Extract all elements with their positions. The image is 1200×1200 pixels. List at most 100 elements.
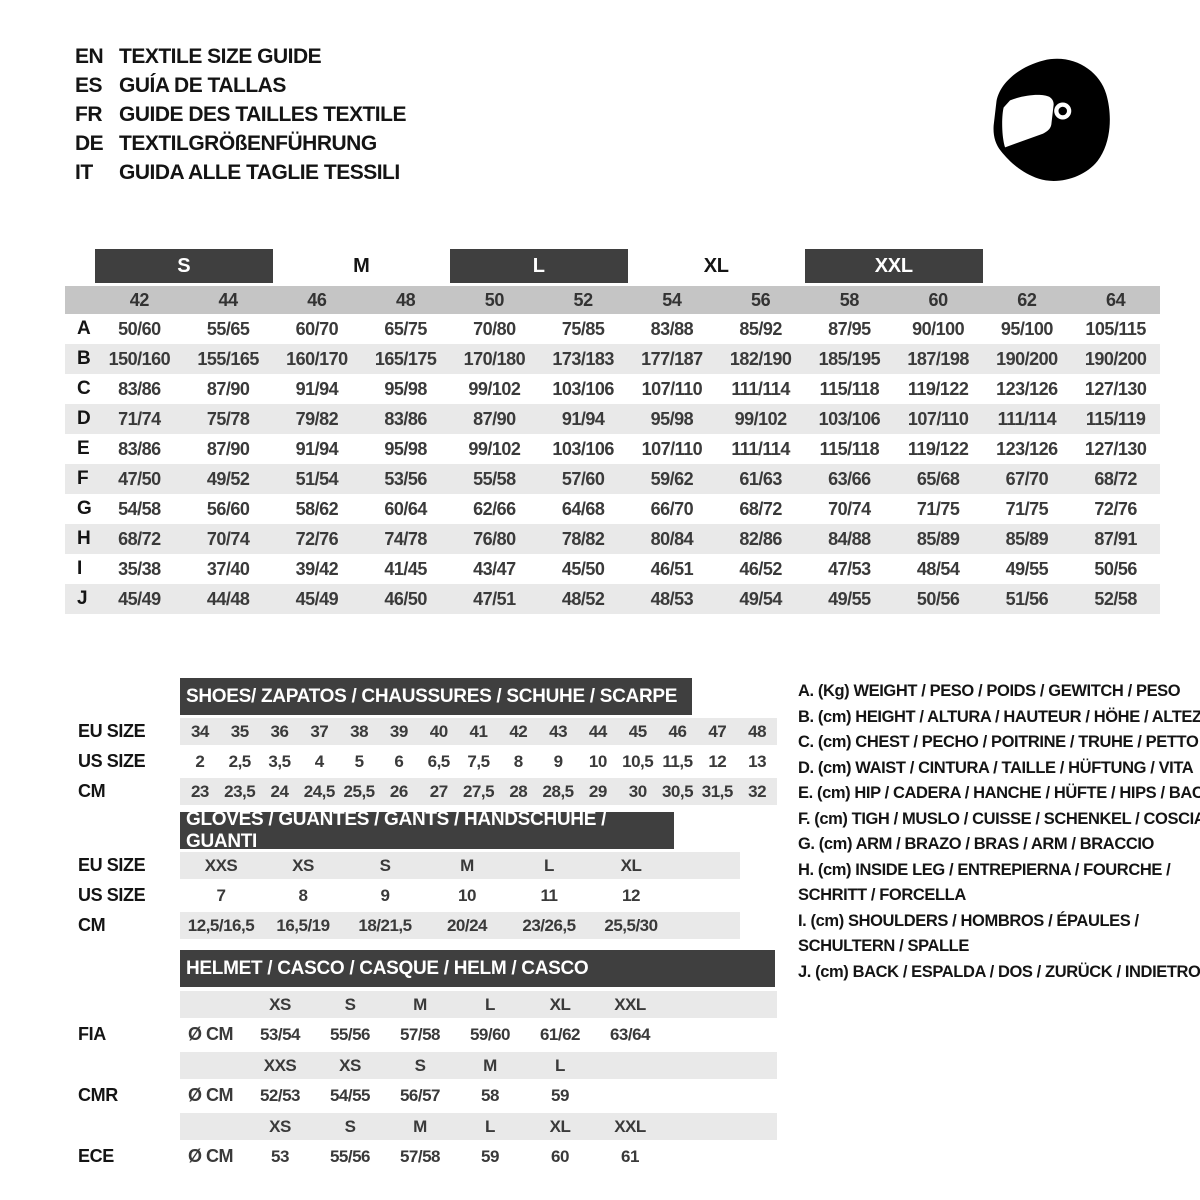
helmet-header-band: XS S M L XL XXL — [180, 1113, 777, 1140]
size-value: 24 — [270, 781, 289, 801]
measurement-value: 51/56 — [1005, 588, 1049, 609]
measurement-value: 173/183 — [552, 348, 614, 369]
measurement-value: 83/86 — [118, 438, 161, 459]
legend-line: G. (cm) ARM / BRAZO / BRAS / ARM / BRACC… — [798, 835, 1154, 853]
measurement-value: 72/76 — [295, 528, 339, 549]
measurement-row-label: H — [77, 528, 91, 549]
measurement-value: 52/58 — [1094, 588, 1137, 609]
size-row-band: 23 23,5 24 24,5 25,5 26 27 27,5 28 28,5 29 30 30,5 31… — [180, 778, 777, 805]
measurement-value: 37/40 — [206, 558, 250, 579]
measurement-value: 123/126 — [996, 438, 1058, 459]
measurement-value: 182/190 — [729, 348, 792, 369]
size-number: 62 — [1017, 289, 1037, 310]
size-row-band: 2 2,5 3,5 4 5 6 6,5 7,5 8 9 10 10,5 11,5 12 13 — [180, 748, 777, 775]
helmet-size-group: XS S M L XL XXL FIA Ø CM 53/54 55/56 57/58 59/60 61/… — [65, 991, 777, 1048]
measurement-value: 150/160 — [108, 348, 171, 369]
measurement-row: G 54/58 56/60 58/62 60/64 62/66 64/68 66/70 68/7… — [65, 494, 1160, 524]
size-number: 54 — [662, 289, 682, 310]
legend-line: C. (cm) CHEST / PECHO / POITRINE / TRUHE… — [798, 733, 1199, 751]
size-value: 25,5/30 — [604, 915, 658, 935]
measurement-row-label: A — [77, 318, 91, 339]
helmet-value-band: Ø CM 53/54 55/56 57/58 59/60 61/62 63/64 — [180, 1021, 777, 1048]
measurement-value: 54/58 — [118, 498, 161, 519]
measurement-value: 87/91 — [1094, 528, 1137, 549]
size-value: 36 — [270, 721, 289, 741]
legend-item: E. (cm) HIP / CADERA / HANCHE / HÜFTE / … — [798, 781, 1200, 807]
measurement-value: 39/42 — [295, 558, 339, 579]
measurement-value: 90/100 — [912, 318, 965, 339]
measurement-value: 76/80 — [473, 528, 516, 549]
helmet-size-value: 59/60 — [469, 1024, 511, 1044]
measurement-value: 49/55 — [1005, 558, 1049, 579]
size-value: 47 — [708, 721, 727, 741]
measurement-value: 49/54 — [739, 588, 782, 609]
measurement-row-label: I — [77, 558, 83, 579]
unit-spacer — [180, 1113, 245, 1140]
measurement-value: 107/110 — [641, 438, 703, 459]
measurement-row: J 45/49 44/48 45/49 46/50 47/51 48/52 48/53 49/5… — [65, 584, 1160, 614]
measurement-value: 59/62 — [650, 468, 694, 489]
size-row-label: US SIZE — [78, 885, 146, 905]
size-value: 44 — [588, 721, 607, 741]
helmet-size-group: XS S M L XL XXL ECE Ø CM 53 55/56 57/58 59 60 61 — [65, 1113, 777, 1170]
size-value: 38 — [350, 721, 369, 741]
size-value: 16,5/19 — [276, 915, 330, 935]
measurement-value: 58/62 — [295, 498, 339, 519]
legend-item: I. (cm) SHOULDERS / HOMBROS / ÉPAULES / S… — [798, 909, 1186, 960]
measurement-value: 107/110 — [641, 378, 703, 399]
helmet-header-spacer — [65, 991, 180, 1018]
size-value: 23/26,5 — [522, 915, 576, 935]
size-number: 46 — [307, 289, 327, 310]
language-code: FR — [75, 103, 103, 126]
helmet-size-value: 54/55 — [329, 1085, 371, 1105]
helmet-size-label: L — [485, 994, 495, 1014]
size-value: 23,5 — [224, 781, 256, 801]
size-number: 56 — [751, 289, 771, 310]
measurement-row-label: B — [77, 348, 91, 369]
measurement-value: 91/94 — [561, 408, 605, 429]
size-group-xl: XL — [703, 254, 729, 277]
gloves-title-bar: GLOVES / GUANTES / GANTS / HANDSCHUHE / … — [180, 809, 674, 852]
helmet-size-value: 59 — [551, 1085, 569, 1105]
size-value: 12 — [622, 885, 640, 905]
helmet-size-label — [595, 1052, 665, 1079]
measurement-value: 75/85 — [561, 318, 605, 339]
measurement-value: 83/88 — [650, 318, 694, 339]
size-row: US SIZE 7 8 9 10 11 12 — [65, 882, 740, 909]
size-value: 11 — [540, 885, 558, 905]
racing-helmet-icon — [978, 32, 1156, 200]
measurement-value: 103/106 — [552, 438, 614, 459]
measurement-value: 107/110 — [907, 408, 969, 429]
measurement-value: 71/75 — [916, 498, 960, 519]
measurement-row-label: C — [77, 378, 91, 399]
size-number: 44 — [218, 289, 239, 310]
measurement-value: 155/165 — [197, 348, 259, 369]
legend-line: J. (cm) BACK / ESPALDA / DOS / ZURÜCK / … — [798, 962, 1200, 981]
legend-line: SCHULTERN / SPALLE — [798, 937, 969, 955]
measurement-value: 49/55 — [828, 588, 871, 609]
measurement-value: 63/66 — [828, 468, 871, 489]
legend-line: D. (cm) WAIST / CINTURA / TAILLE / HÜFTU… — [798, 758, 1194, 777]
measurement-value: 115/118 — [819, 378, 880, 399]
size-row: US SIZE 2 2,5 3,5 4 5 6 6,5 7,5 8 9 10 10,5 11,5 12 13 — [65, 748, 777, 775]
measurement-value: 82/86 — [739, 528, 782, 549]
legend-line: H. (cm) INSIDE LEG / ENTREPIERNA / FOURC… — [798, 860, 1171, 879]
measurement-value: 47/51 — [473, 588, 516, 609]
helmet-size-label: XXS — [263, 1055, 297, 1075]
helmet-size-group: XXS XS S M L CMR Ø CM 52/53 54/55 56/57 58 59 — [65, 1052, 777, 1109]
helmet-value-band: Ø CM 52/53 54/55 56/57 58 59 — [180, 1082, 777, 1109]
size-value: 45 — [628, 721, 647, 741]
measurement-value: 74/78 — [384, 528, 427, 549]
helmet-size-value: 61/62 — [539, 1024, 581, 1044]
language-row: ES GUÍA DE TALLAS — [75, 71, 406, 100]
size-value: 37 — [310, 721, 329, 741]
size-group-l: L — [450, 249, 628, 283]
measurement-value: 95/98 — [384, 378, 427, 399]
size-value: 43 — [549, 721, 568, 741]
measurement-value: 50/56 — [916, 588, 960, 609]
measurement-value: 71/75 — [1005, 498, 1049, 519]
measurement-value: 91/94 — [295, 378, 339, 399]
helmet-size-value — [595, 1082, 665, 1109]
measurement-value: 35/38 — [118, 558, 161, 579]
measurement-value: 46/50 — [384, 588, 427, 609]
